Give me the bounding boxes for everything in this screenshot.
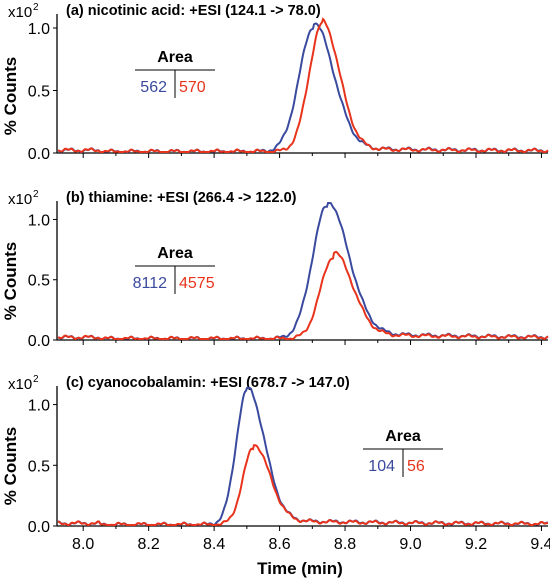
- x-tick-label: 9.2: [465, 536, 487, 553]
- y-tick-label: 0.5: [28, 458, 50, 475]
- area-header: Area: [385, 428, 421, 445]
- y-tick-label: 0.5: [28, 84, 50, 101]
- y-scale-label: x10: [8, 191, 32, 208]
- y-scale-label: x10: [8, 376, 32, 393]
- series-line: [57, 387, 549, 527]
- area-value-blue: 8112: [133, 275, 168, 292]
- x-tick-label: 9.0: [399, 536, 421, 553]
- y-scale-exponent: 2: [33, 374, 39, 385]
- y-tick-label: 0.5: [28, 273, 50, 290]
- x-tick-label: 8.2: [138, 536, 160, 553]
- panel-title: (b) thiamine: +ESI (266.4 -> 122.0): [66, 190, 297, 206]
- area-value-blue: 562: [140, 79, 167, 96]
- series-line: [58, 22, 549, 154]
- area-value-blue: 104: [368, 458, 395, 475]
- y-scale-label: x10: [8, 4, 32, 21]
- x-axis-label: Time (min): [257, 559, 343, 578]
- y-axis-label: % Counts: [1, 242, 20, 320]
- y-tick-label: 0.0: [28, 333, 50, 350]
- y-axis-label: % Counts: [1, 427, 20, 505]
- y-tick-label: 1.0: [28, 398, 50, 415]
- panel-title: (c) cyanocobalamin: +ESI (678.7 -> 147.0…: [66, 375, 350, 391]
- series-line: [57, 444, 549, 527]
- series-line: [57, 202, 549, 341]
- y-tick-label: 0.0: [28, 519, 50, 536]
- y-scale-exponent: 2: [33, 2, 39, 13]
- y-axis-label: % Counts: [1, 57, 20, 135]
- area-value-red: 56: [407, 458, 425, 475]
- chart-panel: 0.0 0.5 1.0 x10 2 (b) thiamine: +ESI (266.4 -…: [8, 189, 549, 350]
- x-tick-label: 9.4: [530, 536, 550, 553]
- x-tick-label: 8.0: [72, 536, 94, 553]
- y-tick-label: 1.0: [28, 212, 50, 229]
- x-tick-label: 8.8: [334, 536, 356, 553]
- area-value-red: 4575: [179, 275, 215, 292]
- y-tick-label: 1.0: [28, 21, 50, 38]
- x-tick-label: 8.4: [203, 536, 225, 553]
- series-line: [57, 250, 549, 341]
- area-header: Area: [157, 49, 193, 66]
- y-scale-exponent: 2: [33, 189, 39, 200]
- area-header: Area: [157, 245, 193, 262]
- series-line: [57, 17, 549, 154]
- x-tick-label: 8.6: [268, 536, 290, 553]
- chart-panel: 0.0 0.5 1.0 8.0 8.2 8.4 8.6 8.8 9.0 9.2 9.4 x10 2 (c)…: [8, 374, 550, 553]
- area-value-red: 570: [179, 79, 206, 96]
- panel-title: (a) nicotinic acid: +ESI (124.1 -> 78.0): [66, 3, 321, 19]
- y-tick-label: 0.0: [28, 146, 50, 163]
